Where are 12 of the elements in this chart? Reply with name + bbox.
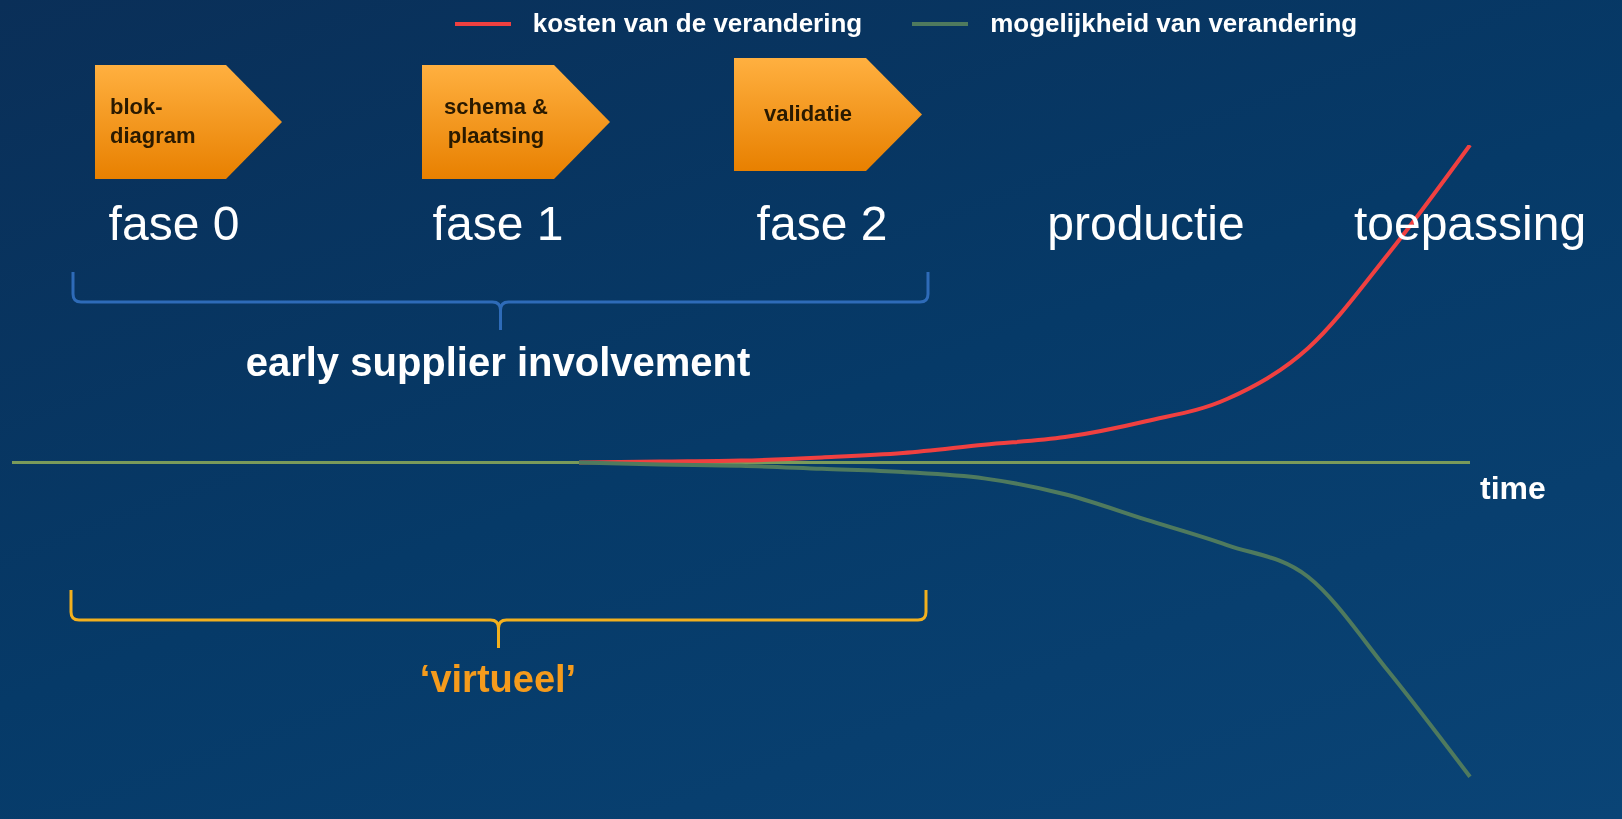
x-tick-label: fase 2	[755, 196, 889, 251]
x-tick-label: fase 0	[107, 196, 241, 251]
text: validatie	[763, 100, 853, 129]
annotation: early supplier involvement	[244, 340, 752, 385]
x-tick-label: fase 1	[431, 196, 565, 251]
x-axis-title: time	[1480, 470, 1546, 507]
legend-label: kosten van de verandering	[532, 8, 863, 39]
x-tick-label: productie	[1046, 196, 1246, 251]
annotation: schema & plaatsing	[443, 93, 549, 150]
annotation: ‘virtueel’	[418, 658, 578, 701]
annotation: blok-diagram	[110, 93, 197, 150]
legend-label: mogelijkheid van verandering	[990, 8, 1358, 39]
